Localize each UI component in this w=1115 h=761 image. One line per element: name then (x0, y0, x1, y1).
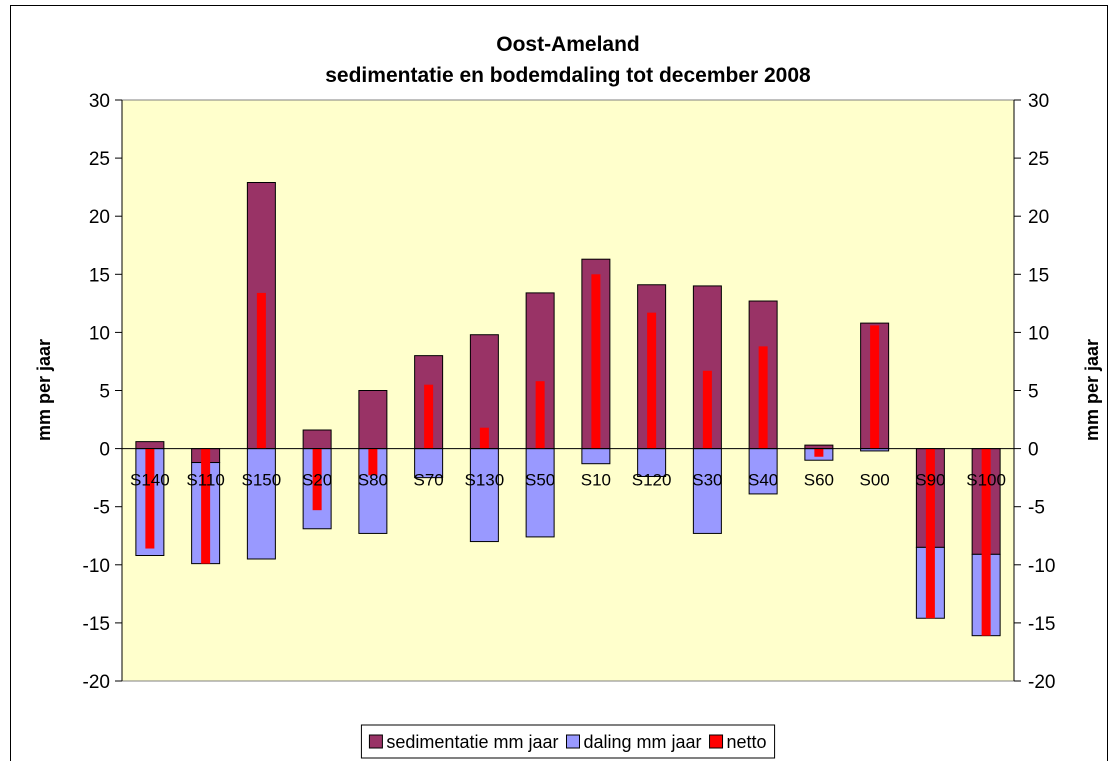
y-tick-label: -15 (83, 614, 110, 635)
bar (368, 448, 378, 476)
legend-label: daling mm jaar (583, 732, 701, 752)
legend: sedimentatie mm jaar daling mm jaar netto (360, 724, 776, 759)
x-tick-label: S140 (130, 471, 170, 490)
bar (581, 448, 611, 465)
bar (246, 448, 276, 560)
bar (814, 448, 824, 457)
bar (758, 346, 768, 449)
y2-tick-label: 0 (1028, 440, 1039, 461)
bar (692, 448, 722, 534)
y2-tick-label: 15 (1028, 265, 1049, 286)
legend-swatch (709, 734, 724, 749)
bar (414, 448, 444, 479)
bar (925, 448, 935, 619)
y2-tick-label: -5 (1028, 498, 1045, 519)
x-tick-label: S110 (186, 471, 224, 490)
bar (870, 325, 880, 449)
y2-tick-label: 5 (1028, 382, 1039, 403)
bar (302, 429, 332, 450)
x-tick-label: S150 (242, 471, 282, 490)
bar (981, 448, 991, 636)
x-tick-label: S30 (692, 471, 722, 490)
y-axis-label: mm per jaar (34, 339, 54, 441)
y2-tick-label: 20 (1028, 207, 1049, 228)
x-tick-label: S00 (860, 471, 890, 490)
legend-swatch (368, 734, 383, 749)
x-tick-label: S60 (804, 471, 834, 490)
chart-title: Oost-Ameland (496, 33, 640, 56)
y-tick-label: 0 (99, 440, 110, 461)
x-tick-label: S20 (302, 471, 332, 490)
x-tick-label: S10 (581, 471, 611, 490)
y2-tick-label: -10 (1028, 556, 1055, 577)
x-tick-label: S120 (632, 471, 672, 490)
y2-tick-label: 10 (1028, 323, 1049, 344)
bar (525, 448, 555, 538)
x-tick-label: S80 (358, 471, 388, 490)
y-tick-label: 10 (89, 323, 110, 344)
bar (424, 384, 434, 449)
y2-tick-label: -20 (1028, 672, 1055, 693)
legend-label: netto (727, 732, 767, 752)
y-tick-label: 25 (89, 149, 110, 170)
bar (201, 448, 211, 564)
bar (591, 274, 601, 449)
y-tick-label: 15 (89, 265, 110, 286)
bar (145, 448, 155, 549)
bar (748, 448, 778, 495)
bar (647, 312, 657, 449)
y-tick-label: -5 (93, 498, 110, 519)
y-tick-label: -10 (83, 556, 110, 577)
y2-tick-label: 25 (1028, 149, 1049, 170)
legend-label: sedimentatie mm jaar (386, 732, 558, 752)
y2-axis-label: mm per jaar (1082, 339, 1102, 441)
x-tick-label: S100 (966, 471, 1006, 490)
x-tick-label: S70 (414, 471, 444, 490)
bar (312, 448, 322, 511)
y-tick-label: 5 (99, 382, 110, 403)
x-tick-label: S90 (915, 471, 945, 490)
y2-tick-label: -15 (1028, 614, 1055, 635)
bar (479, 427, 489, 449)
y-tick-label: 30 (89, 91, 110, 112)
bar (469, 448, 499, 543)
bar (804, 444, 834, 450)
y-tick-label: 20 (89, 207, 110, 228)
bar (256, 292, 266, 449)
x-tick-label: S40 (748, 471, 778, 490)
bar (535, 381, 545, 449)
bar (358, 390, 388, 450)
y-tick-label: -20 (83, 672, 110, 693)
x-tick-label: S130 (465, 471, 505, 490)
chart-subtitle: sedimentatie en bodemdaling tot december… (325, 64, 811, 87)
bar (702, 370, 712, 449)
bar (135, 441, 165, 450)
legend-swatch (565, 734, 580, 749)
y2-tick-label: 30 (1028, 91, 1049, 112)
x-tick-label: S50 (525, 471, 555, 490)
